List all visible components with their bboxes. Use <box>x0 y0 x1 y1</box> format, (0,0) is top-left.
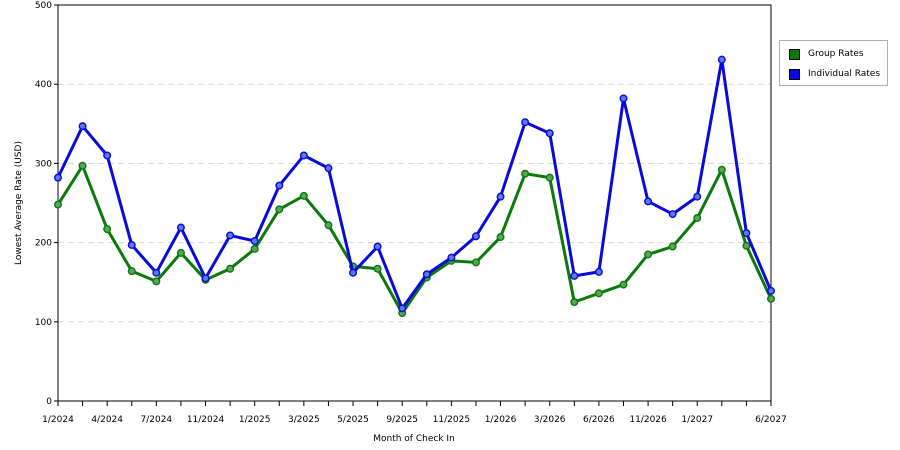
data-point-individual-rates <box>644 197 653 206</box>
data-point-individual-rates <box>717 55 726 64</box>
y-tick-label: 500 <box>35 1 52 11</box>
y-tick-label: 200 <box>35 239 52 249</box>
data-point-group-rates <box>471 258 480 267</box>
data-point-individual-rates <box>275 181 284 190</box>
data-point-group-rates <box>717 165 726 174</box>
series-line-individual-rates <box>56 58 773 310</box>
data-point-individual-rates <box>103 151 112 160</box>
grid-lines <box>58 83 771 323</box>
data-point-group-rates <box>644 250 653 259</box>
data-point-individual-rates <box>447 253 456 262</box>
data-point-group-rates <box>545 173 554 182</box>
data-point-individual-rates <box>201 274 210 283</box>
data-point-individual-rates <box>54 173 63 182</box>
data-point-group-rates <box>176 248 185 257</box>
data-point-individual-rates <box>176 223 185 232</box>
data-point-individual-rates <box>152 268 161 277</box>
y-tick-label: 300 <box>35 159 52 169</box>
x-tick-label: 7/2024 <box>141 415 173 425</box>
data-point-group-rates <box>152 277 161 286</box>
data-point-group-rates <box>324 221 333 230</box>
x-tick-label: 4/2024 <box>91 415 123 425</box>
y-tick-label: 400 <box>35 80 52 90</box>
data-point-individual-rates <box>570 271 579 280</box>
data-point-group-rates <box>54 200 63 209</box>
data-point-individual-rates <box>496 192 505 201</box>
legend-item-group-rates: Group Rates <box>789 47 864 61</box>
data-point-group-rates <box>594 289 603 298</box>
data-point-group-rates <box>250 244 259 253</box>
legend-swatch-group-rates <box>789 48 800 60</box>
data-point-group-rates <box>226 264 235 273</box>
data-point-group-rates <box>767 294 776 303</box>
data-point-group-rates <box>619 280 628 289</box>
x-tick-label: 11/2026 <box>629 415 667 425</box>
y-tick-label: 100 <box>35 318 52 328</box>
data-point-group-rates <box>275 205 284 214</box>
data-point-individual-rates <box>693 192 702 201</box>
legend-swatch-individual-rates <box>789 68 800 80</box>
data-point-individual-rates <box>398 304 407 313</box>
data-point-individual-rates <box>324 164 333 173</box>
data-point-group-rates <box>496 233 505 242</box>
data-point-individual-rates <box>250 237 259 246</box>
data-point-group-rates <box>78 161 87 170</box>
y-axis: 0 100 200 300 400 500 <box>35 1 58 407</box>
x-tick-label: 1/2025 <box>239 415 271 425</box>
data-point-individual-rates <box>226 231 235 240</box>
data-point-individual-rates <box>349 268 358 277</box>
data-point-group-rates <box>299 191 308 200</box>
data-point-individual-rates <box>619 94 628 103</box>
x-tick-label: 11/2024 <box>187 415 225 425</box>
series-line-group-rates <box>56 164 773 315</box>
legend-label-group-rates: Group Rates <box>808 49 864 59</box>
series-group <box>54 55 776 318</box>
data-point-individual-rates <box>422 270 431 279</box>
data-point-individual-rates <box>127 240 136 249</box>
data-point-group-rates <box>127 267 136 276</box>
x-tick-label: 9/2025 <box>386 415 418 425</box>
data-point-individual-rates <box>521 118 530 127</box>
data-point-individual-rates <box>742 229 751 238</box>
x-tick-label: 1/2026 <box>485 415 517 425</box>
x-tick-label: 6/2027 <box>755 415 787 425</box>
data-point-individual-rates <box>594 267 603 276</box>
data-point-group-rates <box>693 214 702 223</box>
plot-frame <box>57 4 772 402</box>
data-point-group-rates <box>742 241 751 250</box>
x-tick-label: 1/2027 <box>681 415 713 425</box>
x-tick-label: 6/2026 <box>583 415 615 425</box>
data-point-individual-rates <box>668 210 677 219</box>
data-point-group-rates <box>521 169 530 178</box>
data-point-individual-rates <box>471 232 480 241</box>
data-point-group-rates <box>373 264 382 273</box>
y-axis-title: Lowest Average Rate (USD) <box>14 141 24 265</box>
data-point-individual-rates <box>545 129 554 138</box>
data-point-individual-rates <box>78 122 87 131</box>
x-tick-label: 1/2024 <box>42 415 74 425</box>
data-point-group-rates <box>668 242 677 251</box>
data-point-group-rates <box>103 225 112 234</box>
legend: Group Rates Individual Rates <box>779 40 888 86</box>
data-point-individual-rates <box>299 151 308 160</box>
y-tick-label: 0 <box>46 397 52 407</box>
x-axis: 1/2024 4/2024 7/2024 11/2024 1/2025 3/2025 5/2… <box>42 401 787 425</box>
legend-item-individual-rates: Individual Rates <box>789 67 880 81</box>
data-point-group-rates <box>570 298 579 307</box>
x-tick-label: 3/2026 <box>534 415 566 425</box>
x-tick-label: 3/2025 <box>288 415 320 425</box>
data-point-individual-rates <box>767 286 776 295</box>
x-tick-label: 11/2025 <box>433 415 470 425</box>
x-tick-label: 5/2025 <box>337 415 369 425</box>
legend-label-individual-rates: Individual Rates <box>808 69 881 79</box>
plot-border <box>57 4 772 402</box>
data-point-individual-rates <box>373 242 382 251</box>
x-axis-title: Month of Check In <box>373 434 455 444</box>
